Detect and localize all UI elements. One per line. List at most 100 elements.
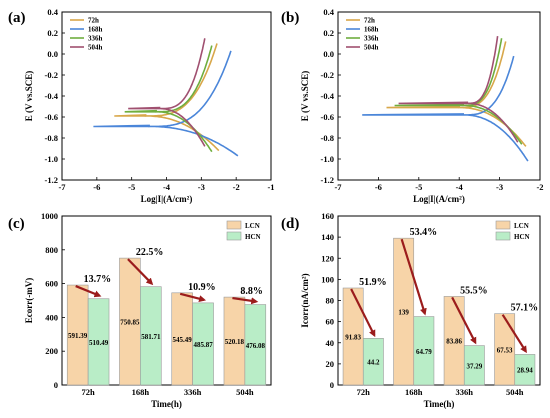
series-line-72h — [114, 43, 220, 152]
data-label: 91.83 — [345, 334, 361, 342]
y-tick-label: -0.2 — [321, 70, 334, 80]
x-tick-label: -4 — [163, 182, 171, 192]
y-tick-label: -1.0 — [45, 154, 58, 164]
bar-LCN-504h — [494, 313, 516, 386]
panel-b: (b) -1.2 -1.0 -0.8 -0.6 -0.4 -0.2 0.0 0.2 0.4 E (V… — [281, 7, 544, 204]
legend-entry: 336h — [364, 35, 379, 43]
y-tick-label: 160 — [321, 211, 334, 221]
data-label: 581.71 — [141, 333, 161, 341]
percent-annotation: 57.1% — [511, 303, 539, 314]
bar-HCN-168h — [140, 286, 162, 386]
y-tick-label: 100 — [321, 274, 334, 284]
series-line-168h — [93, 50, 239, 157]
y-tick-label: 40 — [326, 338, 335, 348]
x-tick-label: 504h — [506, 387, 524, 397]
legend-swatch — [226, 231, 242, 241]
y-tick-label: 1000 — [41, 211, 58, 221]
legend-swatch — [495, 220, 511, 230]
y-tick-label: 140 — [321, 232, 334, 242]
decrease-arrow — [179, 292, 207, 303]
plot-frame — [61, 215, 272, 386]
y-axis-label: E (V vs.SCE) — [300, 71, 310, 122]
data-label: 83.86 — [446, 338, 462, 346]
panel-c: (c) 0 200 400 600 800 1000 Ecorr(-mV) Time(h) 72h… — [8, 211, 272, 409]
percent-annotation: 8.8% — [240, 286, 262, 297]
y-tick-label: -1.0 — [321, 154, 334, 164]
y-axis-label: Icorr(nA/cm²) — [300, 273, 310, 327]
bar-HCN-336h — [463, 345, 485, 386]
x-axis-label: Log|I|(A/cm²) — [413, 194, 465, 204]
bar-HCN-168h — [413, 316, 435, 386]
data-label: 37.29 — [466, 362, 482, 370]
y-tick-label: 0 — [330, 380, 334, 390]
y-tick-label: 0.2 — [47, 28, 58, 38]
data-label: 510.49 — [89, 339, 109, 347]
x-axis-label: Log|I|(A/cm²) — [141, 194, 193, 204]
data-label: 44.2 — [367, 359, 380, 367]
y-tick-label: 60 — [326, 317, 335, 327]
data-label: 28.94 — [517, 367, 533, 375]
legend-swatch — [226, 220, 242, 230]
bar-LCN-72h — [342, 287, 364, 386]
decrease-arrow — [75, 285, 102, 298]
panel-label: (d) — [281, 216, 299, 232]
y-tick-label: -1.2 — [45, 175, 58, 185]
series-line-504h — [398, 35, 519, 143]
decrease-arrow — [232, 297, 259, 305]
x-tick-label: 336h — [456, 387, 474, 397]
series-line-504h — [128, 38, 206, 147]
data-label: 545.49 — [173, 336, 193, 344]
bar-LCN-336h — [443, 296, 465, 386]
x-tick-label: 72h — [82, 387, 96, 397]
x-tick-label: -2 — [536, 182, 543, 192]
y-tick-label: 0.4 — [47, 7, 58, 17]
y-tick-label: -0.6 — [45, 112, 58, 122]
y-axis-label: Ecorr(-mV) — [24, 278, 34, 323]
legend-entry: 504h — [364, 44, 379, 52]
y-tick-label: 0.0 — [323, 49, 334, 59]
x-tick-label: -4 — [456, 182, 464, 192]
panel-label: (b) — [281, 10, 299, 26]
data-label: 750.85 — [120, 319, 140, 327]
decrease-arrow — [400, 238, 427, 316]
x-tick-label: -7 — [58, 182, 66, 192]
y-tick-label: 200 — [45, 346, 58, 356]
x-tick-label: -6 — [93, 182, 100, 192]
data-label: 67.53 — [497, 346, 513, 354]
legend-entry: HCN — [514, 233, 530, 241]
percent-annotation: 13.7% — [84, 274, 112, 285]
decrease-arrow — [350, 288, 376, 338]
x-tick-label: -6 — [375, 182, 382, 192]
panel-label: (a) — [8, 10, 26, 26]
y-tick-label: -0.4 — [321, 91, 335, 101]
y-tick-label: 800 — [45, 245, 58, 255]
decrease-arrow — [451, 296, 477, 345]
y-tick-label: 80 — [326, 296, 335, 306]
y-tick-label: -1.2 — [321, 175, 334, 185]
x-tick-label: -1 — [267, 182, 274, 192]
y-tick-label: 600 — [45, 279, 58, 289]
percent-annotation: 10.9% — [188, 282, 216, 293]
legend-swatch — [495, 231, 511, 241]
data-label: 520.18 — [225, 338, 245, 346]
y-tick-label: 400 — [45, 312, 58, 322]
legend-entry: 168h — [364, 26, 379, 34]
y-tick-label: -0.6 — [321, 112, 334, 122]
bar-HCN-72h — [362, 338, 384, 386]
y-tick-label: -0.8 — [45, 133, 58, 143]
data-label: 591.39 — [68, 332, 88, 340]
y-tick-label: -0.4 — [45, 91, 59, 101]
data-label: 64.79 — [416, 348, 432, 356]
x-tick-label: -2 — [233, 182, 240, 192]
data-label: 139 — [398, 309, 409, 317]
panel-a: (a) -1.2 -1.0 -0.8 -0.6 -0.4 -0.2 0.0 0.2 0.4 E (V… — [8, 7, 275, 204]
x-tick-label: 168h — [405, 387, 423, 397]
decrease-arrow — [501, 314, 527, 354]
x-tick-label: -7 — [334, 182, 342, 192]
legend-entry: HCN — [245, 233, 261, 241]
legend-entry: 72h — [364, 17, 375, 25]
y-tick-label: -0.8 — [321, 133, 334, 143]
data-label: 476.08 — [246, 342, 266, 350]
percent-annotation: 55.5% — [460, 285, 488, 296]
x-tick-label: 336h — [184, 387, 202, 397]
